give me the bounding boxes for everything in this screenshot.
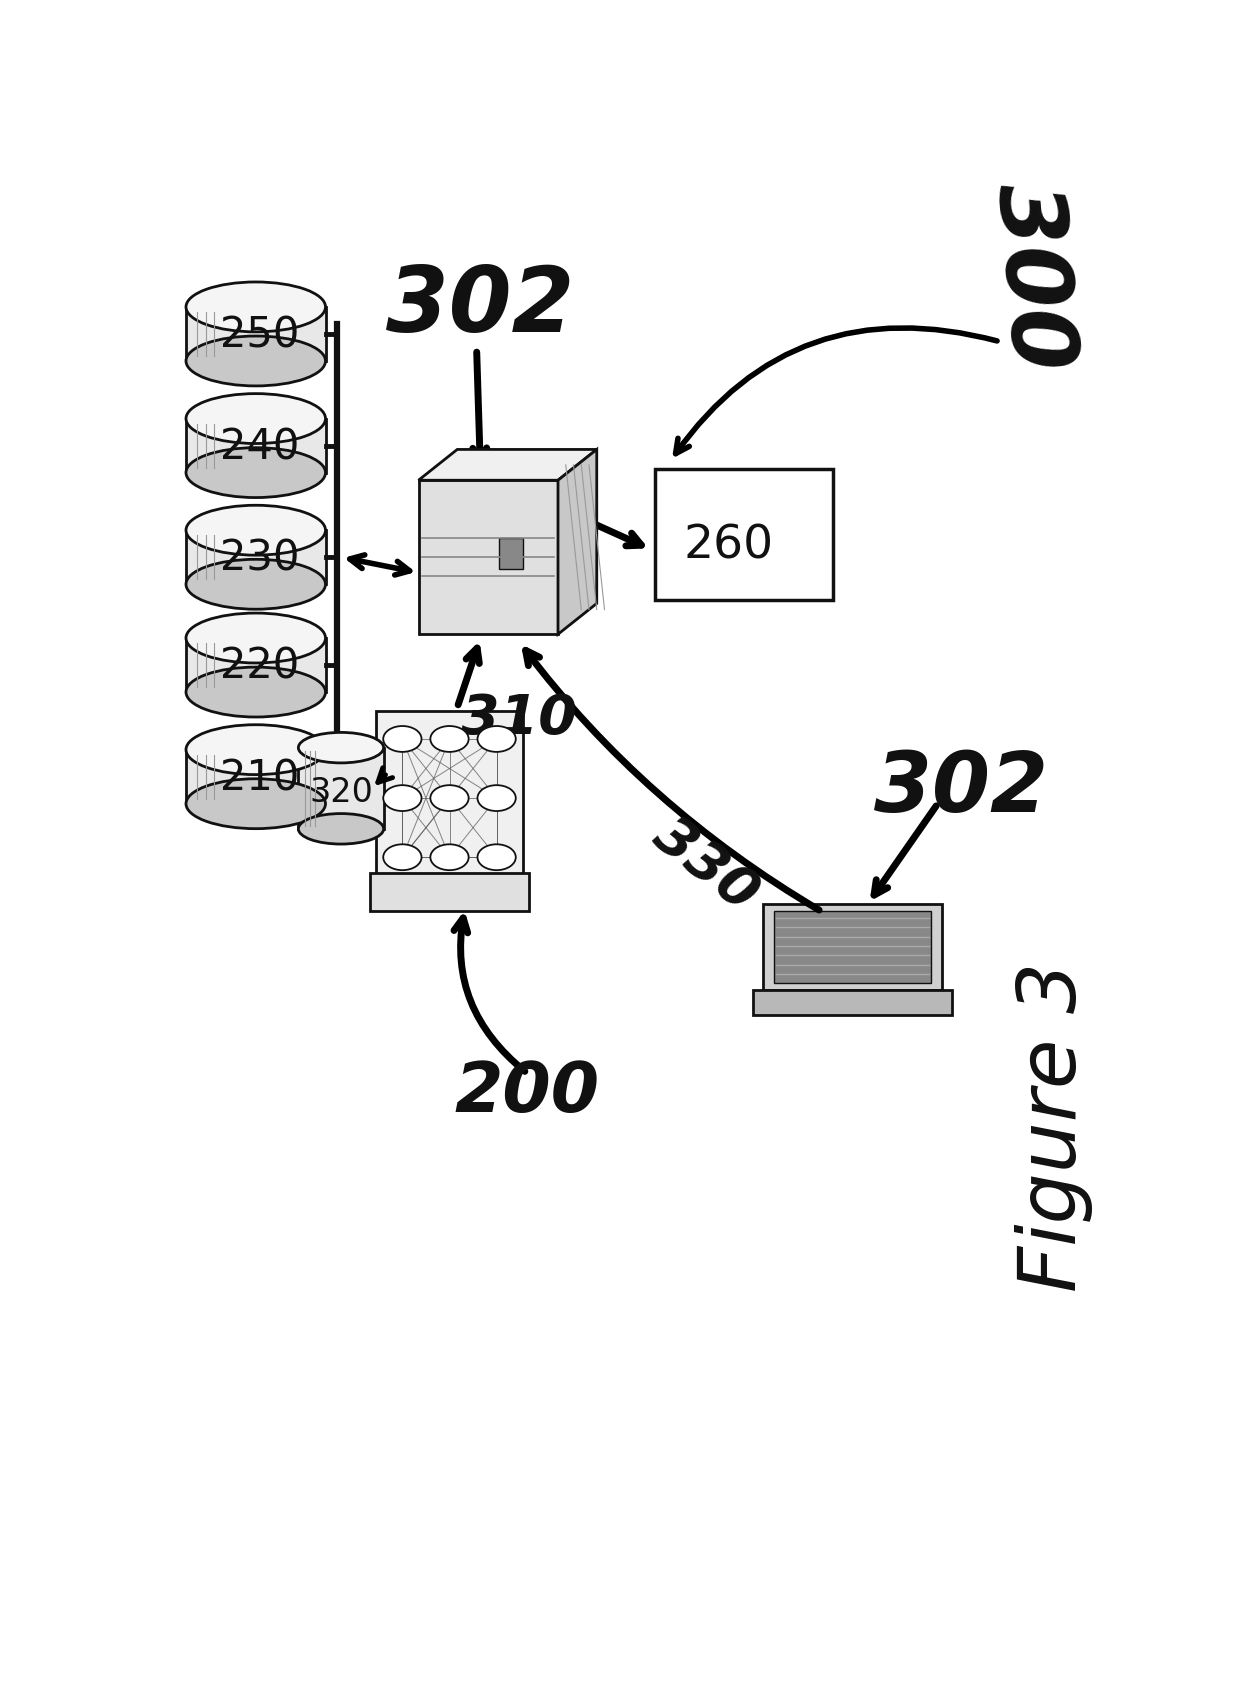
Ellipse shape bbox=[477, 785, 516, 810]
Ellipse shape bbox=[383, 844, 422, 870]
FancyBboxPatch shape bbox=[186, 750, 325, 804]
Text: 302: 302 bbox=[387, 262, 574, 350]
Ellipse shape bbox=[186, 394, 325, 443]
Text: 300: 300 bbox=[978, 179, 1083, 374]
Text: 250: 250 bbox=[219, 315, 299, 357]
Text: 320: 320 bbox=[309, 775, 373, 809]
Text: Figure 3: Figure 3 bbox=[1016, 963, 1092, 1293]
Polygon shape bbox=[498, 538, 523, 569]
FancyBboxPatch shape bbox=[186, 530, 325, 584]
Text: 260: 260 bbox=[683, 523, 774, 569]
Ellipse shape bbox=[430, 844, 469, 870]
Ellipse shape bbox=[186, 613, 325, 663]
Polygon shape bbox=[376, 711, 523, 897]
Text: 330: 330 bbox=[644, 809, 768, 922]
Text: 240: 240 bbox=[219, 426, 299, 469]
Polygon shape bbox=[753, 990, 952, 1015]
Text: 210: 210 bbox=[219, 758, 299, 799]
Ellipse shape bbox=[299, 814, 383, 844]
Polygon shape bbox=[419, 450, 596, 481]
Ellipse shape bbox=[186, 337, 325, 386]
Polygon shape bbox=[655, 469, 833, 599]
Ellipse shape bbox=[186, 448, 325, 497]
Ellipse shape bbox=[383, 785, 422, 810]
Ellipse shape bbox=[186, 724, 325, 775]
Polygon shape bbox=[764, 904, 941, 990]
Text: 302: 302 bbox=[874, 748, 1048, 829]
FancyBboxPatch shape bbox=[299, 748, 383, 829]
Text: 220: 220 bbox=[219, 646, 299, 687]
Ellipse shape bbox=[383, 726, 422, 751]
Polygon shape bbox=[419, 481, 558, 634]
Polygon shape bbox=[774, 910, 931, 983]
Ellipse shape bbox=[186, 667, 325, 717]
FancyBboxPatch shape bbox=[186, 306, 325, 360]
Ellipse shape bbox=[186, 560, 325, 609]
Ellipse shape bbox=[477, 844, 516, 870]
Ellipse shape bbox=[299, 733, 383, 763]
Ellipse shape bbox=[186, 506, 325, 555]
Text: 310: 310 bbox=[461, 692, 577, 746]
FancyBboxPatch shape bbox=[186, 638, 325, 692]
Ellipse shape bbox=[430, 785, 469, 810]
FancyBboxPatch shape bbox=[186, 418, 325, 472]
Ellipse shape bbox=[477, 726, 516, 751]
Text: 200: 200 bbox=[454, 1059, 600, 1125]
Polygon shape bbox=[558, 450, 596, 634]
Ellipse shape bbox=[186, 778, 325, 829]
Ellipse shape bbox=[430, 726, 469, 751]
Polygon shape bbox=[370, 873, 529, 912]
Ellipse shape bbox=[186, 283, 325, 332]
Text: 230: 230 bbox=[219, 538, 299, 580]
